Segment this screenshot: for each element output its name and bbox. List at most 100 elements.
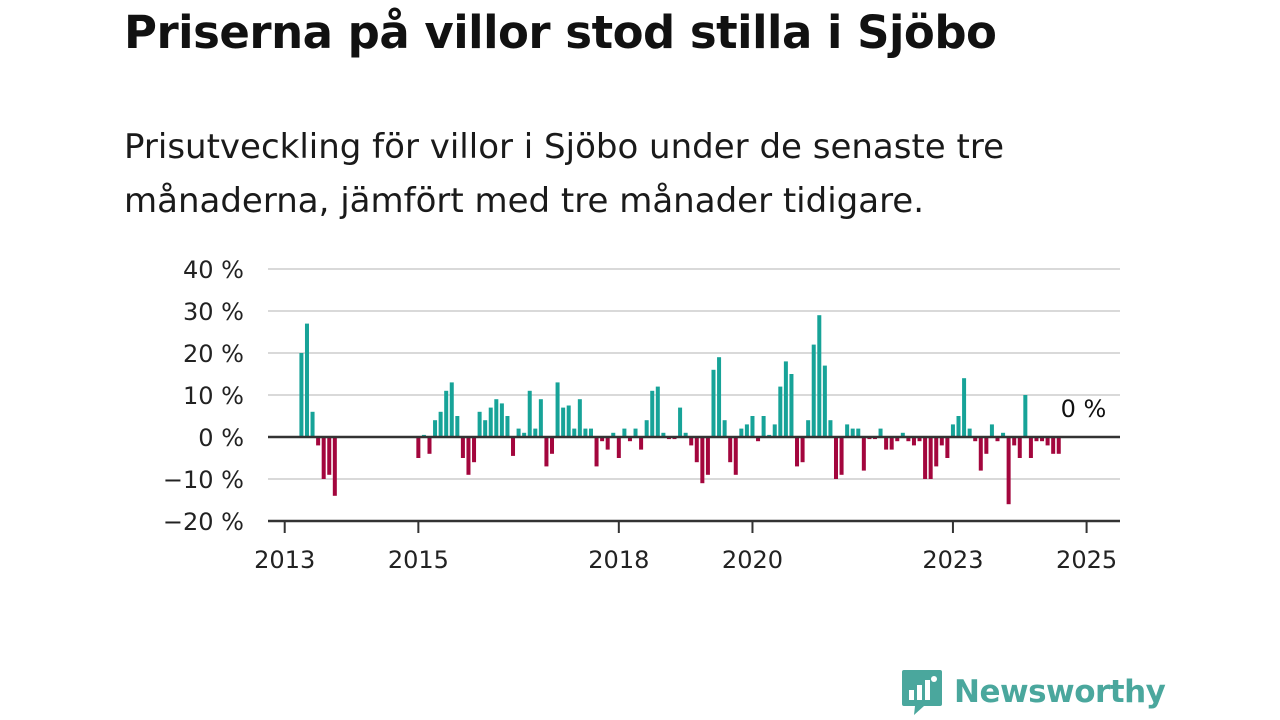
bar [460, 437, 465, 458]
y-tick-label: 0 % [198, 424, 244, 452]
bar [744, 424, 749, 437]
bar [555, 382, 560, 437]
bar [689, 437, 694, 446]
y-tick-label: −20 % [163, 508, 244, 536]
bar [622, 428, 627, 437]
bar [427, 437, 432, 454]
bar [304, 323, 309, 437]
bar [895, 437, 900, 442]
bar [549, 437, 555, 454]
bar [433, 420, 438, 437]
bar [616, 437, 621, 458]
annotations: 0 % [1061, 395, 1107, 423]
bar [466, 437, 471, 475]
bar [856, 428, 861, 437]
bar [700, 437, 705, 484]
bar [499, 403, 504, 437]
bar [299, 353, 304, 437]
bar [705, 437, 710, 475]
bar [728, 437, 733, 463]
bar [544, 437, 549, 467]
bar [588, 428, 593, 437]
bar [884, 437, 889, 450]
bar [756, 437, 761, 442]
y-tick-label: 30 % [183, 298, 244, 326]
y-axis-labels: 40 % 30 % 20 % 10 % 0 % −10 % −20 % [163, 256, 244, 536]
x-tick-label: 2025 [1056, 546, 1117, 574]
bar [1012, 437, 1017, 446]
bar [561, 407, 566, 437]
bar [327, 437, 332, 475]
bar [945, 437, 950, 458]
y-tick-label: 20 % [183, 340, 244, 368]
bar [761, 416, 766, 437]
newsworthy-logo-icon [902, 670, 942, 715]
bar [833, 437, 839, 479]
bar [962, 378, 967, 437]
brand-name: Newsworthy [954, 674, 1166, 710]
bar [733, 437, 738, 475]
bar [477, 411, 482, 437]
bar [627, 437, 632, 442]
bar [822, 365, 827, 437]
y-tick-label: 40 % [183, 256, 244, 284]
bar [861, 437, 866, 471]
bar [923, 437, 928, 479]
bar [683, 432, 688, 437]
bar [1051, 437, 1056, 454]
bar [483, 420, 488, 437]
bar [800, 437, 805, 463]
axes [268, 435, 1120, 533]
bar [967, 428, 972, 437]
bar [533, 428, 538, 437]
bar [711, 369, 716, 437]
grid-lines [268, 268, 1120, 480]
bar [444, 390, 449, 437]
bar [911, 437, 916, 446]
bar [878, 428, 883, 437]
bar [611, 432, 616, 437]
y-tick-label: 10 % [183, 382, 244, 410]
bar [739, 428, 744, 437]
bar [655, 386, 660, 437]
bar [900, 432, 905, 437]
bar [806, 420, 811, 437]
bar [1045, 437, 1050, 446]
bar [783, 361, 788, 437]
bar [472, 437, 477, 463]
bar [956, 416, 961, 437]
bar [1001, 432, 1006, 437]
bar [488, 407, 493, 437]
bar [416, 437, 421, 458]
bar [522, 432, 527, 437]
bar [639, 437, 644, 450]
bar [1023, 395, 1028, 437]
bar [516, 428, 521, 437]
bar [321, 437, 326, 479]
bar [839, 437, 844, 475]
x-tick-label: 2018 [588, 546, 649, 574]
bar [605, 437, 610, 450]
bar [934, 437, 939, 467]
bar [1040, 437, 1045, 442]
bar [811, 344, 816, 437]
brand-logo[interactable]: Newsworthy [900, 668, 1166, 716]
bar [316, 437, 321, 446]
bar [1034, 437, 1039, 442]
bar [850, 428, 855, 437]
last-value-label: 0 % [1061, 395, 1107, 423]
bar [817, 315, 822, 437]
x-tick-label: 2020 [722, 546, 783, 574]
bar [995, 437, 1000, 442]
bar [505, 416, 510, 437]
bar [527, 390, 532, 437]
bar [984, 437, 989, 454]
bar [310, 411, 315, 437]
x-axis-labels: 2013 2015 2018 2020 2023 2025 [254, 546, 1117, 574]
bar [950, 424, 955, 437]
bar [511, 437, 516, 456]
bar [566, 405, 571, 437]
chart-title: Priserna på villor stod stilla i Sjöbo [124, 6, 997, 59]
bar [332, 437, 337, 496]
